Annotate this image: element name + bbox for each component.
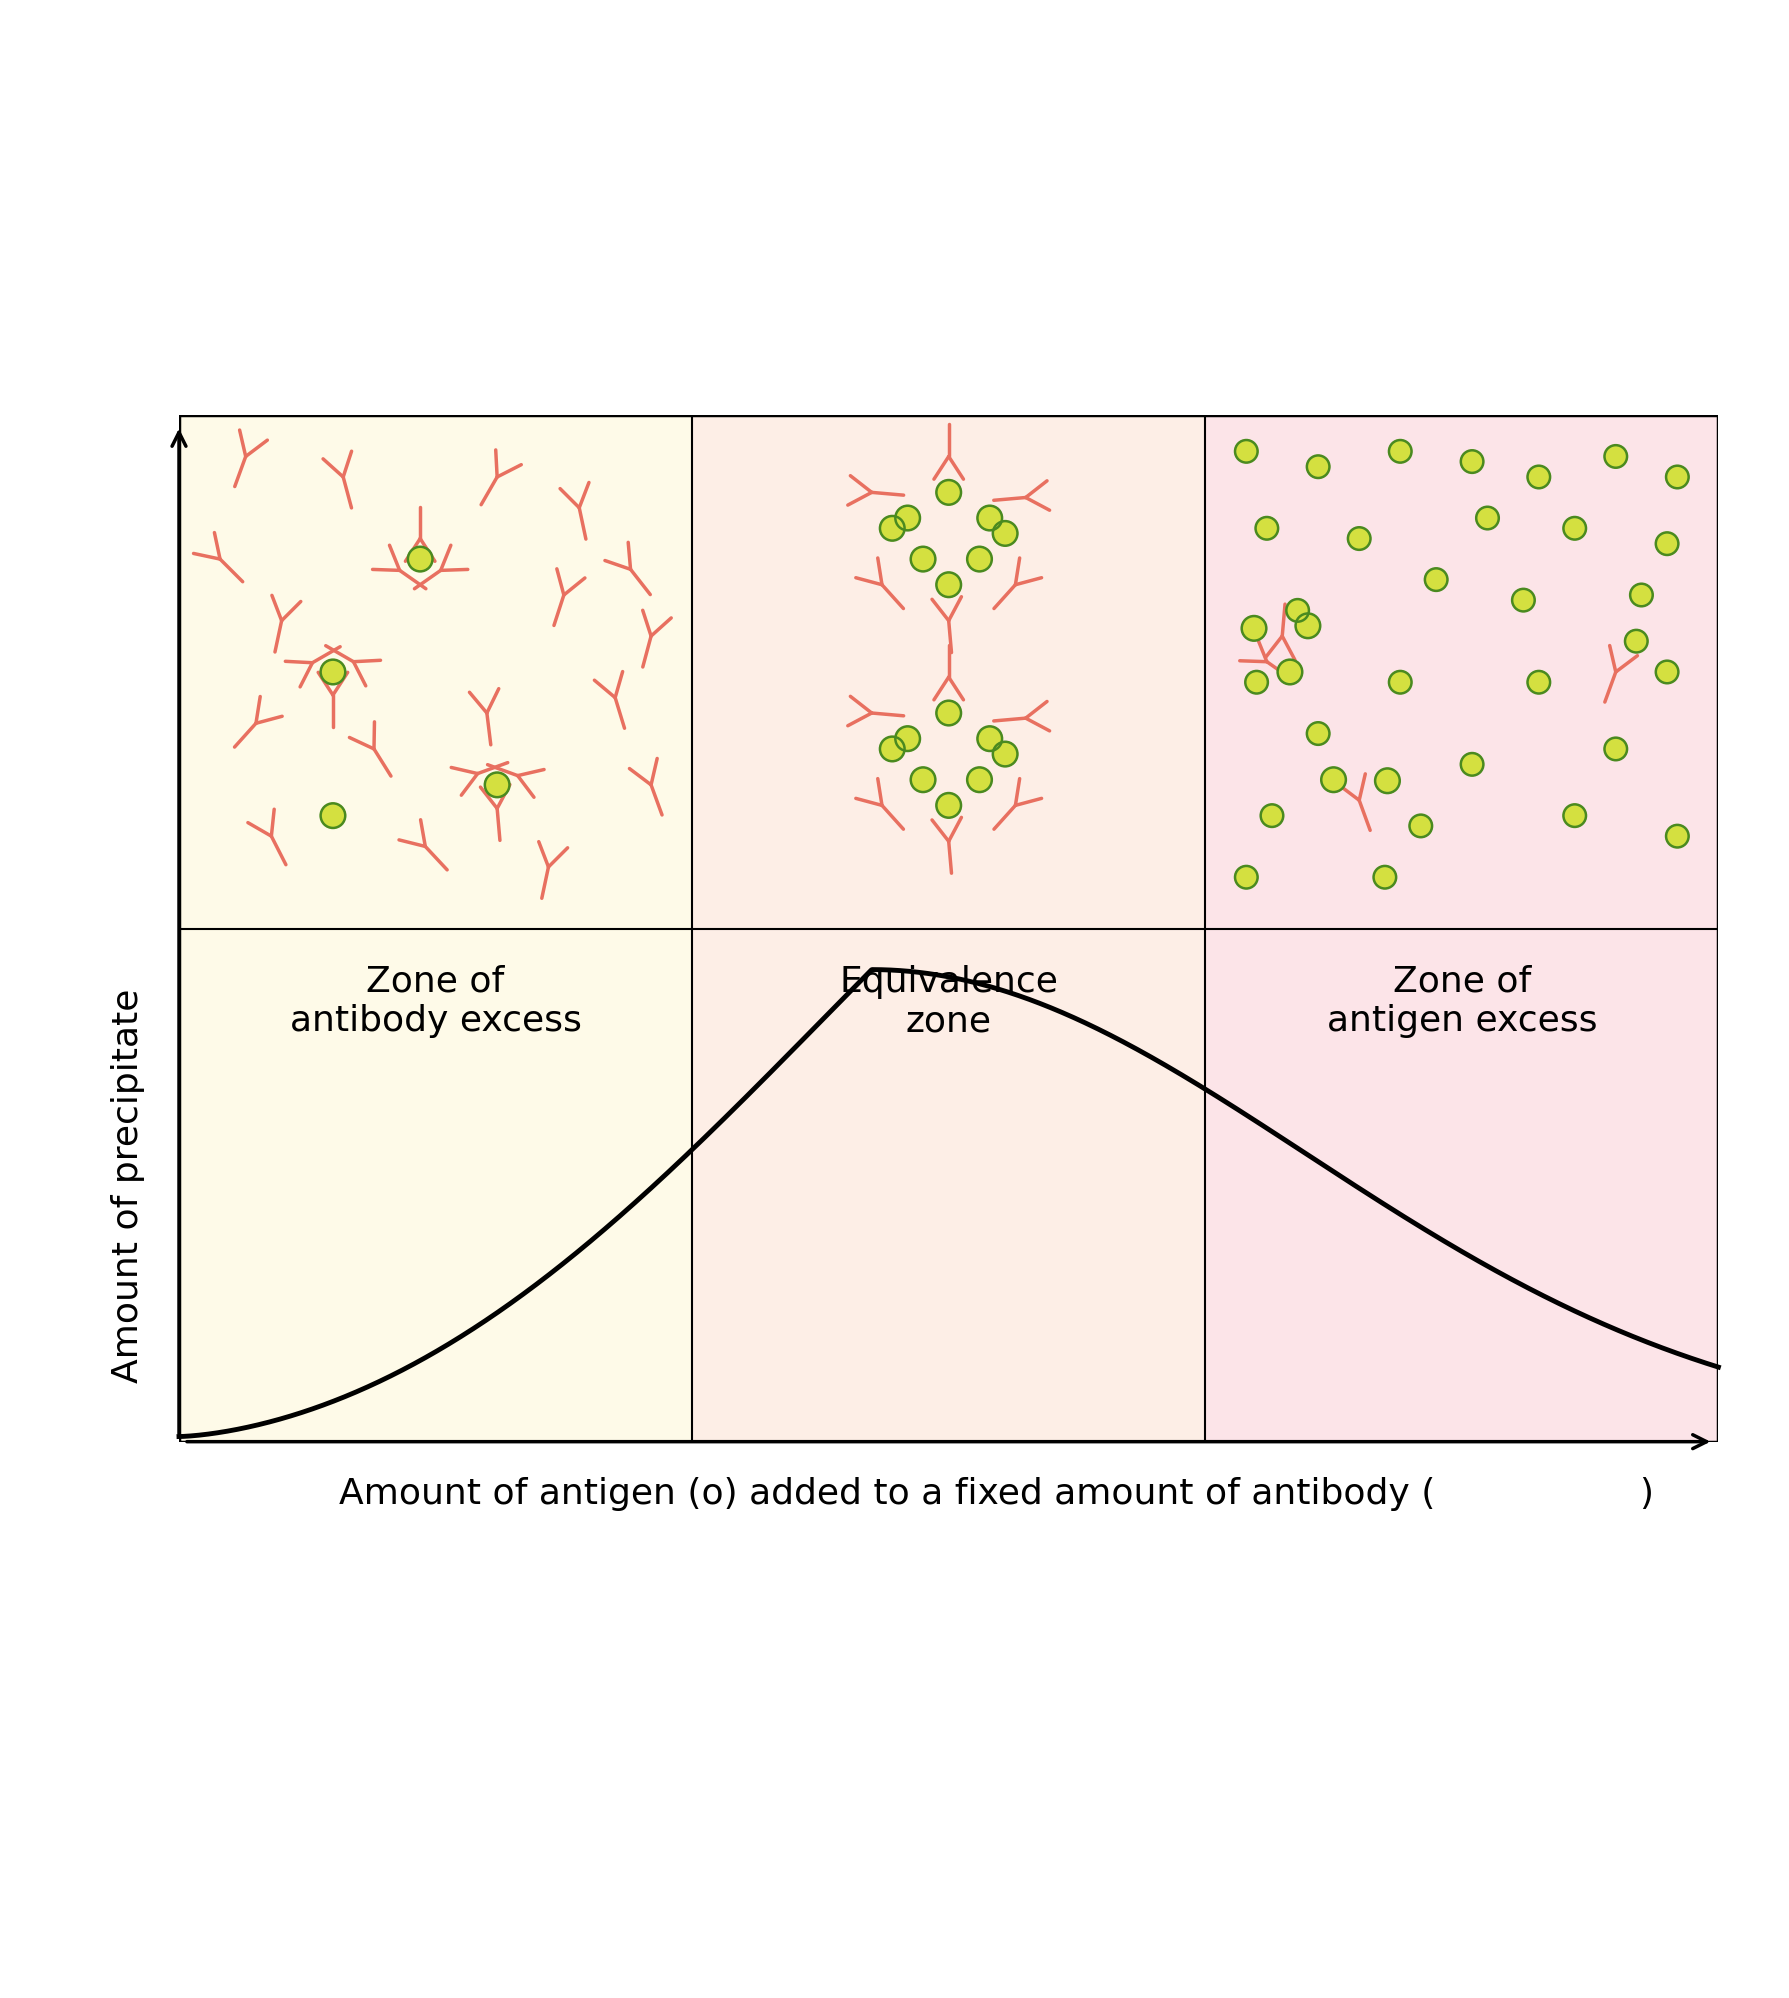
Circle shape — [1254, 517, 1277, 539]
Text: Zone of
antibody excess: Zone of antibody excess — [290, 965, 581, 1037]
Circle shape — [977, 505, 1002, 531]
Circle shape — [1460, 452, 1483, 474]
Circle shape — [1526, 671, 1549, 693]
Circle shape — [966, 547, 991, 571]
Circle shape — [1277, 659, 1302, 685]
Circle shape — [1424, 569, 1447, 591]
Text: ): ) — [1639, 1477, 1651, 1510]
Circle shape — [1374, 769, 1399, 793]
Circle shape — [1562, 805, 1585, 827]
Circle shape — [1460, 753, 1483, 777]
Circle shape — [1234, 442, 1258, 464]
Circle shape — [1306, 723, 1329, 745]
Circle shape — [936, 482, 961, 505]
Circle shape — [1242, 617, 1265, 641]
Circle shape — [1234, 867, 1258, 889]
Circle shape — [1655, 661, 1678, 683]
Circle shape — [1512, 589, 1533, 611]
Circle shape — [1408, 815, 1431, 837]
Circle shape — [485, 773, 510, 797]
Circle shape — [977, 727, 1002, 751]
Circle shape — [1476, 507, 1497, 529]
Circle shape — [1666, 825, 1687, 847]
Circle shape — [1603, 739, 1626, 761]
Text: Amount of precipitate: Amount of precipitate — [111, 989, 145, 1383]
Circle shape — [1286, 599, 1308, 621]
Circle shape — [911, 767, 936, 793]
Circle shape — [1624, 631, 1646, 653]
Circle shape — [936, 793, 961, 819]
Circle shape — [1603, 446, 1626, 468]
Circle shape — [1666, 466, 1687, 490]
Circle shape — [911, 547, 936, 571]
FancyBboxPatch shape — [179, 416, 692, 1443]
Circle shape — [1388, 671, 1412, 693]
Circle shape — [1372, 867, 1395, 889]
Circle shape — [1388, 442, 1412, 464]
Circle shape — [1655, 533, 1678, 555]
FancyBboxPatch shape — [1204, 416, 1717, 1443]
Circle shape — [1630, 585, 1651, 607]
Text: Equivalence
zone: Equivalence zone — [839, 965, 1057, 1037]
Circle shape — [936, 701, 961, 725]
Circle shape — [894, 505, 920, 531]
Circle shape — [1347, 527, 1370, 551]
Text: Amount of antigen (o) added to a fixed amount of antibody (: Amount of antigen (o) added to a fixed a… — [338, 1477, 1435, 1510]
Circle shape — [320, 659, 345, 685]
Circle shape — [1295, 613, 1320, 639]
FancyBboxPatch shape — [692, 416, 1204, 1443]
Circle shape — [936, 573, 961, 597]
Circle shape — [1526, 466, 1549, 490]
Circle shape — [993, 743, 1016, 767]
Text: Zone of
antigen excess: Zone of antigen excess — [1326, 965, 1596, 1037]
Circle shape — [1306, 456, 1329, 480]
Circle shape — [894, 727, 920, 751]
Circle shape — [966, 767, 991, 793]
Circle shape — [880, 737, 903, 761]
Circle shape — [408, 547, 433, 571]
Circle shape — [880, 517, 903, 541]
Circle shape — [1320, 767, 1345, 793]
Circle shape — [993, 521, 1016, 547]
Circle shape — [1245, 671, 1267, 693]
Circle shape — [320, 803, 345, 829]
Circle shape — [1259, 805, 1283, 827]
Circle shape — [1562, 517, 1585, 539]
